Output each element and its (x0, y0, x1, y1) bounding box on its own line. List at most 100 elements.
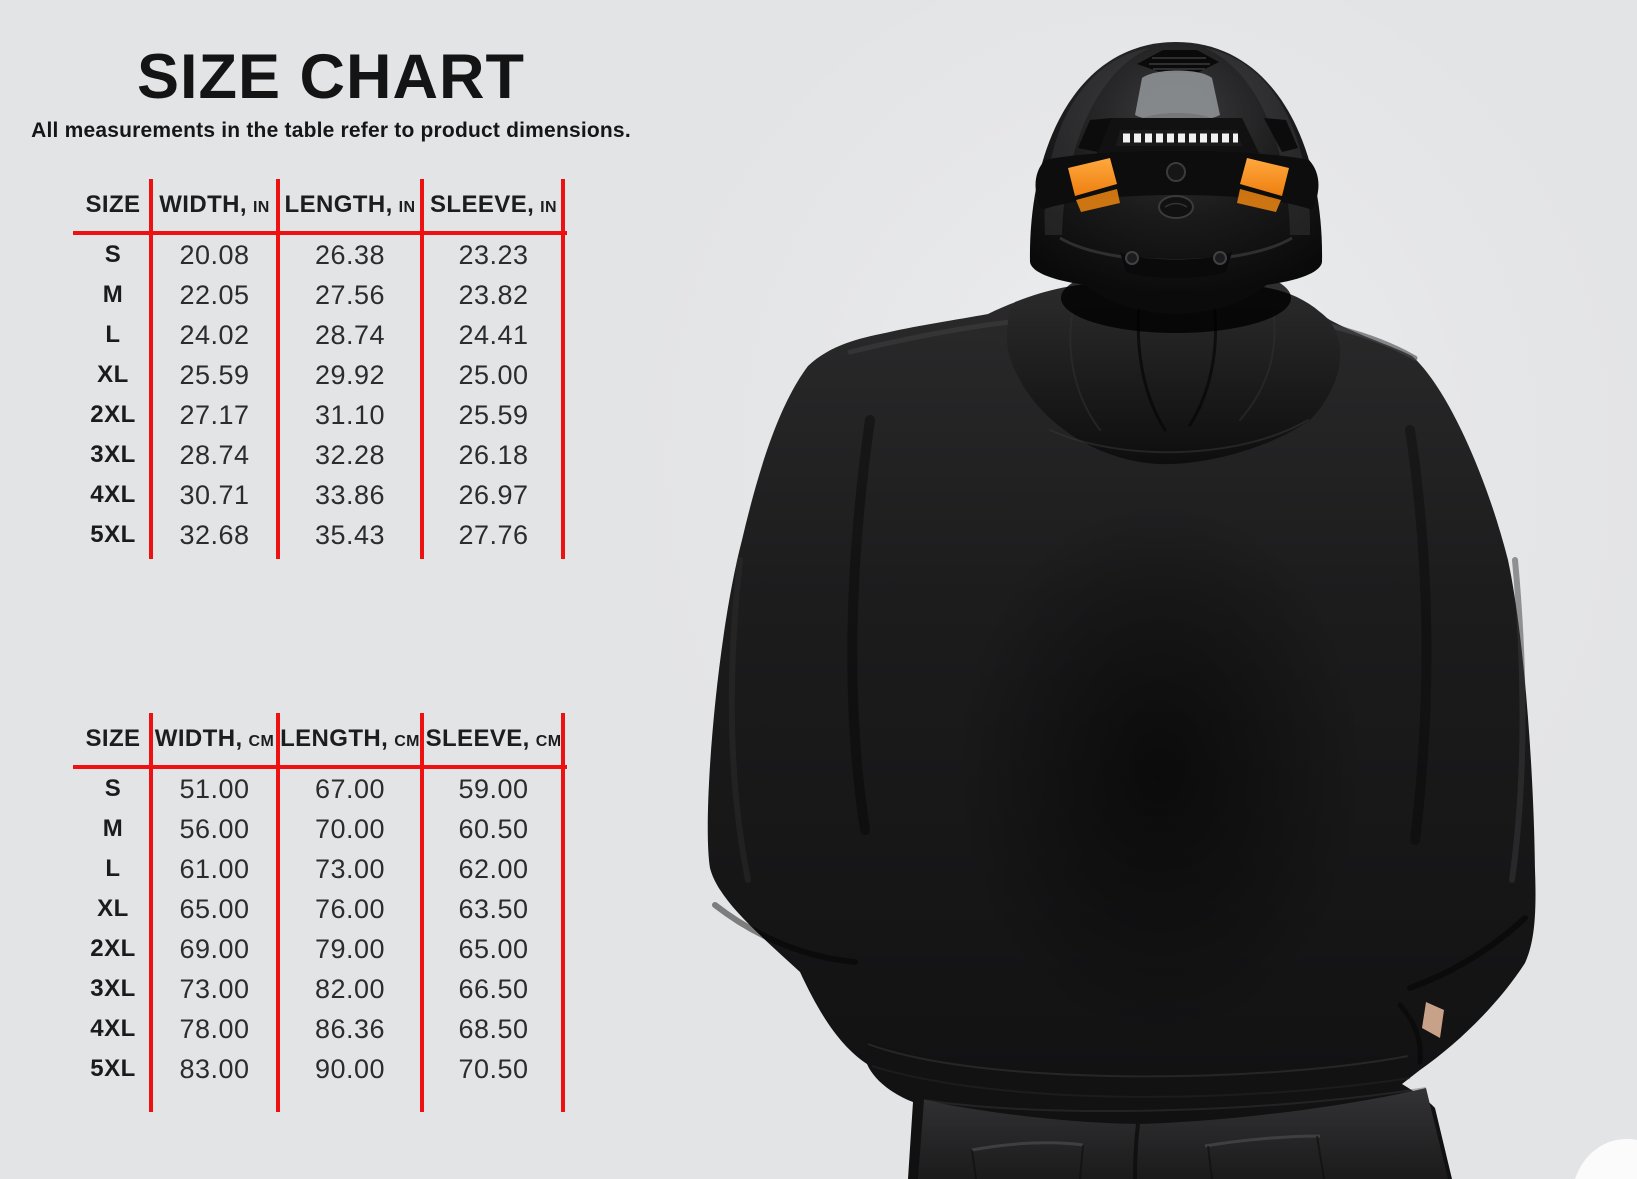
value-cell: 26.38 (314, 239, 386, 270)
value-cell: 82.00 (314, 973, 386, 1004)
value-cell: 22.05 (179, 279, 250, 310)
size-label: M (102, 281, 124, 308)
value-cell: 31.10 (314, 399, 386, 430)
value-cell: 62.00 (458, 853, 529, 884)
table-row: XL 25.59 29.92 25.00 (75, 355, 565, 395)
page-title: SIZE CHART (137, 42, 525, 112)
table-row: 5XL 32.68 35.43 27.76 (75, 515, 565, 555)
value-cell: 28.74 (179, 439, 250, 470)
value-cell: 20.08 (179, 239, 250, 270)
table-header-divider (73, 765, 567, 769)
person-back-view (707, 42, 1536, 1179)
size-label: 2XL (90, 401, 136, 428)
table-row: 5XL 83.00 90.00 70.50 (75, 1049, 565, 1089)
value-cell: 73.00 (179, 973, 250, 1004)
size-label: S (104, 241, 122, 268)
table-row: 2XL 27.17 31.10 25.59 (75, 395, 565, 435)
column-header-sleeve: SLEEVE, CM (425, 725, 562, 752)
column-header-sleeve: SLEEVE, IN (430, 191, 557, 218)
size-label: L (105, 855, 121, 882)
value-cell: 67.00 (314, 773, 386, 804)
table-header-divider (73, 231, 567, 235)
value-cell: 32.68 (179, 519, 250, 550)
jeans-pocket (1204, 1134, 1321, 1148)
table-row: L 61.00 73.00 62.00 (75, 849, 565, 889)
value-cell: 26.97 (458, 479, 529, 510)
value-cell: 51.00 (179, 773, 250, 804)
value-cell: 66.50 (458, 973, 529, 1004)
value-cell: 65.00 (458, 933, 529, 964)
table-body: S 51.00 67.00 59.00 M 56.00 70.00 60.50 L 61.00 73… (75, 769, 565, 1089)
value-cell: 33.86 (314, 479, 386, 510)
value-cell: 65.00 (179, 893, 250, 924)
wrist-skin (1422, 1002, 1444, 1038)
column-header-size: SIZE (85, 725, 141, 752)
page-header: SIZE CHART All measurements in the table… (25, 44, 637, 143)
table-row: 4XL 78.00 86.36 68.50 (75, 1009, 565, 1049)
jeans-pocket (971, 1141, 1084, 1152)
column-header-size: SIZE (85, 191, 141, 218)
value-cell: 79.00 (314, 933, 386, 964)
table-row: L 24.02 28.74 24.41 (75, 315, 565, 355)
value-cell: 60.50 (458, 813, 529, 844)
size-table-centimeters: SIZE WIDTH, CM LENGTH, CM SLEEVE, CM S 51.00… (73, 713, 567, 1112)
value-cell: 59.00 (458, 773, 529, 804)
value-cell: 32.28 (314, 439, 386, 470)
value-cell: 70.00 (314, 813, 386, 844)
value-cell: 63.50 (458, 893, 529, 924)
size-label: M (102, 815, 124, 842)
table-grid-line (149, 179, 153, 559)
value-cell: 86.36 (314, 1013, 386, 1044)
value-cell: 24.41 (458, 319, 529, 350)
value-cell: 68.50 (458, 1013, 529, 1044)
hoodie-hem (866, 1040, 1412, 1099)
size-label: 3XL (90, 441, 136, 468)
table-grid-line (276, 179, 280, 559)
size-label: 4XL (90, 481, 136, 508)
table-row: M 22.05 27.56 23.82 (75, 275, 565, 315)
table-header-row: SIZE WIDTH, CM LENGTH, CM SLEEVE, CM (75, 713, 565, 765)
value-cell: 76.00 (314, 893, 386, 924)
table-grid-line (276, 713, 280, 1112)
value-cell: 83.00 (179, 1053, 250, 1084)
value-cell: 25.00 (458, 359, 529, 390)
value-cell: 69.00 (179, 933, 250, 964)
size-label: 4XL (90, 1015, 136, 1042)
table-grid-line (420, 179, 424, 559)
value-cell: 29.92 (314, 359, 386, 390)
value-cell: 35.43 (314, 519, 386, 550)
value-cell: 23.23 (458, 239, 529, 270)
table-row: M 56.00 70.00 60.50 (75, 809, 565, 849)
page-subtitle: All measurements in the table refer to p… (31, 119, 631, 143)
orange-reflectors (1068, 158, 1289, 212)
table-grid-line (149, 713, 153, 1112)
table-row: 3XL 28.74 32.28 26.18 (75, 435, 565, 475)
value-cell: 70.50 (458, 1053, 529, 1084)
value-cell: 25.59 (458, 399, 529, 430)
helmet-top-vent (1137, 50, 1219, 73)
value-cell: 90.00 (314, 1053, 386, 1084)
size-label: 3XL (90, 975, 136, 1002)
size-label: 5XL (90, 1055, 136, 1082)
value-cell: 27.17 (179, 399, 250, 430)
value-cell: 78.00 (179, 1013, 250, 1044)
table-grid-line (420, 713, 424, 1112)
size-label: 5XL (90, 521, 136, 548)
column-header-width: WIDTH, IN (159, 191, 270, 218)
value-cell: 61.00 (179, 853, 250, 884)
table-row: 2XL 69.00 79.00 65.00 (75, 929, 565, 969)
table-row: S 51.00 67.00 59.00 (75, 769, 565, 809)
table-row: 4XL 30.71 33.86 26.97 (75, 475, 565, 515)
size-label: XL (97, 895, 129, 922)
table-row: S 20.08 26.38 23.23 (75, 235, 565, 275)
table-body: S 20.08 26.38 23.23 M 22.05 27.56 23.82 L 24.02 28… (75, 235, 565, 555)
value-cell: 73.00 (314, 853, 386, 884)
value-cell: 27.56 (314, 279, 386, 310)
jeans (918, 1087, 1448, 1179)
table-grid-line (561, 713, 565, 1112)
column-header-width: WIDTH, CM (154, 725, 275, 752)
corner-highlight (1575, 1139, 1637, 1179)
product-photo (635, 0, 1637, 1179)
value-cell: 23.82 (458, 279, 529, 310)
